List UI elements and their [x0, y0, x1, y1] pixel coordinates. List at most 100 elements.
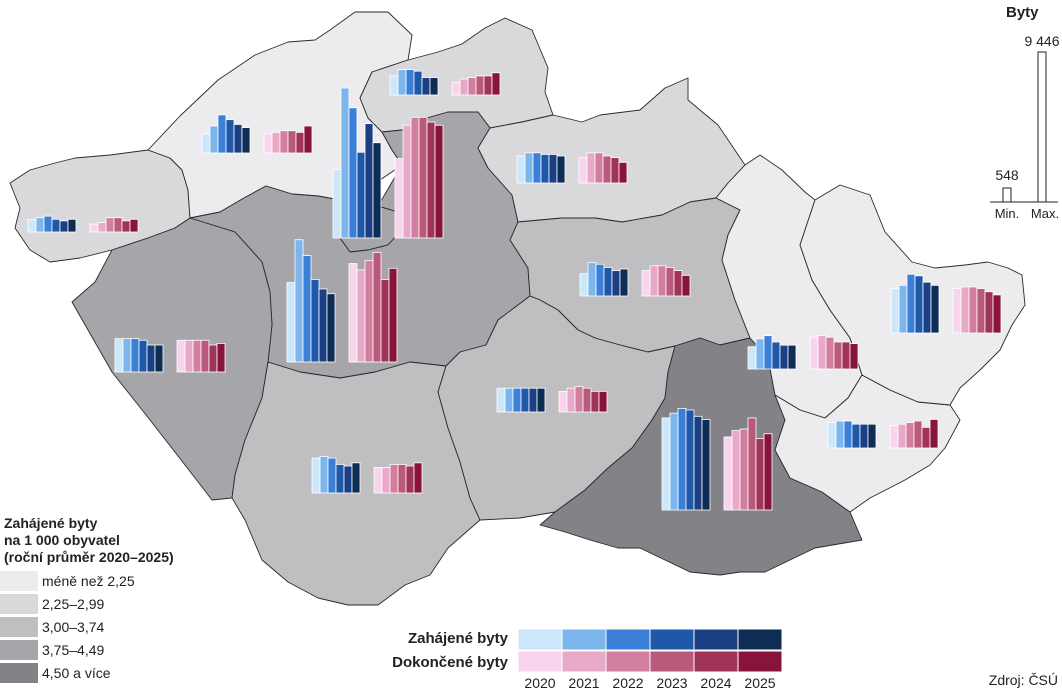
completed-bar: [364, 259, 374, 363]
started-bar: [548, 154, 558, 184]
started-bar: [389, 75, 399, 96]
completed-bar: [434, 124, 444, 239]
completed-bar: [176, 339, 186, 373]
completed-bar: [287, 130, 297, 154]
choropleth-label: 3,75–4,49: [42, 642, 104, 658]
started-bar: [595, 263, 605, 297]
completed-bar: [763, 433, 773, 511]
completed-bar: [594, 152, 604, 184]
series-legend-completed-label: Dokončené byty: [392, 654, 509, 671]
completed-bar: [303, 125, 313, 154]
completed-bar: [618, 161, 628, 184]
completed-bar: [89, 223, 99, 233]
completed-bar: [590, 390, 600, 413]
started-bar: [579, 273, 589, 297]
started-bar: [496, 387, 506, 413]
started-bar: [524, 152, 534, 184]
legend-year-label: 2025: [744, 675, 775, 691]
started-bar: [302, 255, 312, 363]
completed-bar: [475, 75, 485, 96]
started-bar: [311, 457, 321, 494]
completed-bar: [216, 343, 226, 373]
completed-bar: [373, 467, 383, 494]
choropleth-swatch: [0, 663, 38, 683]
started-bar: [154, 344, 164, 373]
choropleth-label: 3,00–3,74: [42, 619, 104, 635]
started-bar: [512, 387, 522, 413]
choropleth-label: 2,25–2,99: [42, 596, 104, 612]
completed-bar: [405, 465, 415, 494]
completed-bar: [467, 77, 477, 96]
started-bar: [429, 77, 439, 96]
completed-bar: [809, 336, 819, 370]
started-bar: [122, 338, 132, 373]
series-legend: Zahájené byty Dokončené byty 2020 2021 202…: [392, 628, 783, 691]
started-bar: [327, 457, 337, 494]
started-bar: [340, 87, 350, 239]
completed-bar: [372, 252, 382, 363]
choropleth-swatch: [0, 617, 38, 637]
started-bar: [930, 284, 940, 334]
legend-started-swatch: [737, 628, 783, 651]
started-bar: [755, 338, 765, 370]
legend-started-swatch: [649, 628, 695, 651]
started-bar: [364, 123, 374, 239]
completed-bar: [968, 286, 978, 334]
completed-bar: [129, 218, 139, 233]
completed-bar: [566, 387, 576, 413]
started-bar: [356, 151, 366, 239]
completed-bar: [413, 462, 423, 494]
bar-group-zlínský: [827, 419, 939, 449]
completed-bar: [976, 288, 986, 334]
scale-max-bar: [1037, 51, 1047, 203]
completed-bar: [426, 121, 436, 239]
started-bar: [35, 217, 45, 233]
scale-min-bar: [1002, 187, 1012, 203]
legend-year-label: 2023: [656, 675, 687, 691]
started-bar: [413, 70, 423, 96]
started-bar: [661, 417, 671, 511]
started-bar: [685, 409, 695, 511]
started-bar: [332, 169, 342, 239]
completed-bar: [657, 265, 667, 297]
started-bar: [130, 338, 140, 373]
legend-completed-swatch: [649, 650, 695, 673]
legend-year-label: 2020: [524, 675, 555, 691]
completed-bar: [410, 116, 420, 239]
completed-bar: [491, 72, 501, 96]
bar-layer: [27, 69, 1002, 511]
started-bar: [611, 270, 621, 297]
completed-bar: [731, 430, 741, 511]
bar-group-plzeňský: [114, 338, 226, 373]
choropleth-swatch: [0, 594, 38, 614]
started-bar: [516, 155, 526, 184]
completed-bar: [897, 423, 907, 449]
completed-bar: [208, 344, 218, 373]
started-bar: [528, 387, 538, 413]
started-bar: [233, 124, 243, 154]
started-bar: [27, 218, 37, 233]
completed-bar: [578, 157, 588, 184]
choropleth-label: méně než 2,25: [42, 573, 135, 589]
started-bar: [146, 344, 156, 373]
started-bar: [286, 282, 296, 363]
completed-bar: [833, 341, 843, 370]
started-bar: [318, 288, 328, 363]
started-bar: [835, 420, 845, 449]
bar-group-vysočina: [496, 386, 608, 413]
started-bar: [619, 268, 629, 297]
choropleth-legend: Zahájené byty na 1 000 obyvatel (roční p…: [0, 515, 174, 683]
started-bar: [827, 422, 837, 449]
bar-group-jihomoravský: [661, 407, 773, 511]
scale-max-value: 9 446: [1024, 33, 1059, 49]
completed-bar: [380, 279, 390, 363]
completed-bar: [984, 291, 994, 334]
started-bar: [669, 412, 679, 511]
scale-max-label: Max.: [1031, 206, 1059, 221]
completed-bar: [388, 267, 398, 363]
completed-bar: [849, 343, 859, 370]
started-bar: [701, 419, 711, 511]
completed-bar: [582, 387, 592, 413]
completed-bar: [929, 419, 939, 449]
completed-bar: [921, 426, 931, 449]
